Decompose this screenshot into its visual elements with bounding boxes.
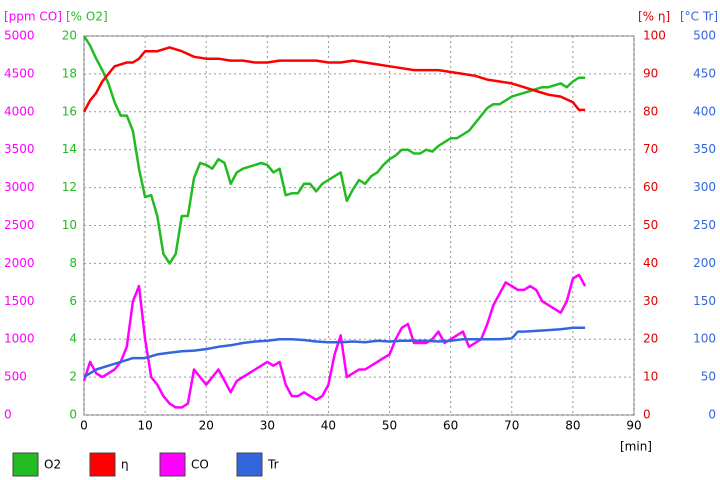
series-line <box>83 326 586 379</box>
y-tick-label: 0 <box>4 408 12 422</box>
y-tick-label: 50 <box>701 370 716 384</box>
axis-title: [ppm CO] <box>4 10 62 24</box>
y-tick-label: 14 <box>62 142 77 156</box>
y-tick-label: 50 <box>643 218 658 232</box>
y-tick-label: 4500 <box>4 66 35 80</box>
axis-title: [°C Tr] <box>680 10 718 24</box>
y-tick-label: 8 <box>69 256 77 270</box>
x-axis-label: [min] <box>620 440 652 454</box>
x-tick-label: 50 <box>382 419 397 433</box>
y-tick-label: 4000 <box>4 104 35 118</box>
axis-title: [% η] <box>638 10 670 24</box>
y-tick-label: 100 <box>693 332 716 346</box>
y-tick-label: 6 <box>69 294 77 308</box>
y-tick-label: 100 <box>643 29 666 43</box>
y-tick-label: 150 <box>693 294 716 308</box>
y-tick-label: 250 <box>693 218 716 232</box>
y-tick-label: 0 <box>643 408 651 422</box>
y-tick-label: 3000 <box>4 180 35 194</box>
legend-label: η <box>121 458 129 472</box>
y-tick-label: 1000 <box>4 332 35 346</box>
y-tick-label: 450 <box>693 66 716 80</box>
series-line <box>82 46 586 113</box>
y-tick-label: 200 <box>693 256 716 270</box>
y-tick-label: 500 <box>4 370 27 384</box>
legend-swatch <box>236 452 263 477</box>
x-tick-label: 60 <box>443 419 458 433</box>
x-tick-label: 40 <box>321 419 336 433</box>
y-tick-label: 18 <box>62 66 77 80</box>
x-tick-label: 0 <box>80 419 88 433</box>
y-tick-label: 80 <box>643 104 658 118</box>
y-tick-label: 90 <box>643 66 658 80</box>
y-tick-label: 12 <box>62 180 77 194</box>
axis-title: [% O2] <box>66 10 108 24</box>
series-line <box>82 35 586 265</box>
series-line <box>82 273 587 409</box>
x-tick-label: 90 <box>626 419 641 433</box>
y-tick-label: 20 <box>62 29 77 43</box>
x-tick-label: 80 <box>565 419 580 433</box>
y-tick-label: 2500 <box>4 218 35 232</box>
legend-label: Tr <box>267 458 279 472</box>
y-tick-label: 20 <box>643 332 658 346</box>
y-tick-label: 0 <box>708 408 716 422</box>
legend-swatch <box>89 452 116 477</box>
y-tick-label: 40 <box>643 256 658 270</box>
y-tick-label: 5000 <box>4 29 35 43</box>
x-tick-label: 10 <box>137 419 152 433</box>
x-tick-label: 20 <box>199 419 214 433</box>
y-tick-label: 2 <box>69 370 77 384</box>
y-tick-label: 400 <box>693 104 716 118</box>
y-tick-label: 10 <box>643 370 658 384</box>
y-tick-label: 10 <box>62 218 77 232</box>
y-tick-label: 350 <box>693 142 716 156</box>
y-tick-label: 16 <box>62 104 77 118</box>
x-tick-label: 30 <box>260 419 275 433</box>
legend-swatch <box>159 452 186 477</box>
y-tick-label: 60 <box>643 180 658 194</box>
x-tick-label: 70 <box>504 419 519 433</box>
y-tick-label: 500 <box>693 29 716 43</box>
y-tick-label: 3500 <box>4 142 35 156</box>
y-tick-label: 0 <box>69 408 77 422</box>
legend-label: O2 <box>44 458 61 472</box>
y-tick-label: 2000 <box>4 256 35 270</box>
y-tick-label: 1500 <box>4 294 35 308</box>
y-tick-label: 70 <box>643 142 658 156</box>
legend-swatch <box>12 452 39 477</box>
y-tick-label: 4 <box>69 332 77 346</box>
y-tick-label: 300 <box>693 180 716 194</box>
legend-label: CO <box>191 458 209 472</box>
y-tick-label: 30 <box>643 294 658 308</box>
